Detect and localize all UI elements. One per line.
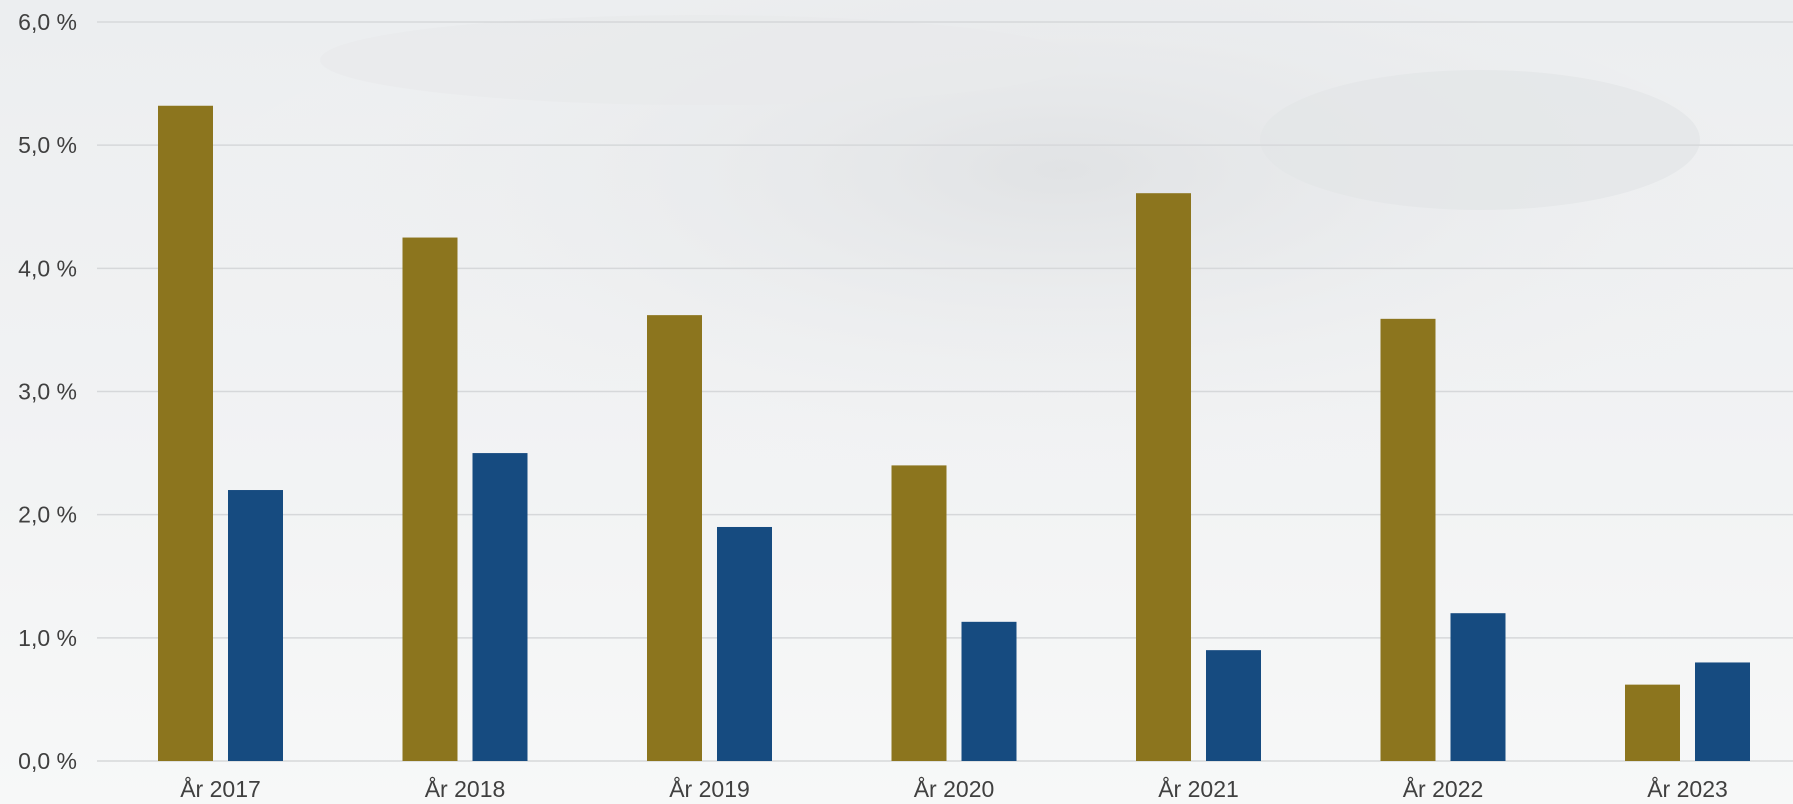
- y-axis-tick-labels: 0,0 % 1,0 % 2,0 % 3,0 % 4,0 % 5,0 % 6,0 %: [18, 9, 77, 774]
- bar-series-2: [228, 490, 283, 761]
- x-tick-label: År 2020: [914, 775, 995, 802]
- bar-series-2: [717, 526, 772, 761]
- y-tick-label: 4,0 %: [18, 255, 77, 281]
- y-tick-label: 5,0 %: [18, 132, 77, 158]
- y-tick-label: 0,0 %: [18, 748, 77, 774]
- y-tick-label: 3,0 %: [18, 379, 77, 405]
- bar-series-1: [402, 237, 458, 761]
- x-axis-tick-labels: År 2017 År 2018 År 2019 År 2020 År 2021 År 20…: [180, 775, 1728, 802]
- bar-series-1: [158, 105, 213, 761]
- x-tick-label: År 2021: [1158, 775, 1239, 802]
- bar-series-2: [1450, 613, 1506, 761]
- bar-series-2: [472, 453, 528, 761]
- x-tick-label: År 2023: [1647, 775, 1728, 802]
- y-tick-label: 6,0 %: [18, 9, 77, 35]
- bar-series-1: [1625, 684, 1680, 761]
- bars: [158, 105, 1750, 761]
- bar-series-1: [1136, 193, 1191, 761]
- bar-series-1: [891, 465, 947, 761]
- x-tick-label: År 2019: [669, 775, 750, 802]
- bar-series-2: [1206, 650, 1261, 761]
- x-tick-label: År 2022: [1403, 775, 1484, 802]
- bar-series-2: [1695, 662, 1750, 761]
- y-tick-label: 1,0 %: [18, 625, 77, 651]
- x-tick-label: År 2018: [425, 775, 506, 802]
- bar-series-1: [1380, 318, 1436, 761]
- y-tick-label: 2,0 %: [18, 502, 77, 528]
- bar-series-1: [647, 315, 702, 761]
- bar-series-2: [961, 621, 1017, 761]
- x-tick-label: År 2017: [180, 775, 261, 802]
